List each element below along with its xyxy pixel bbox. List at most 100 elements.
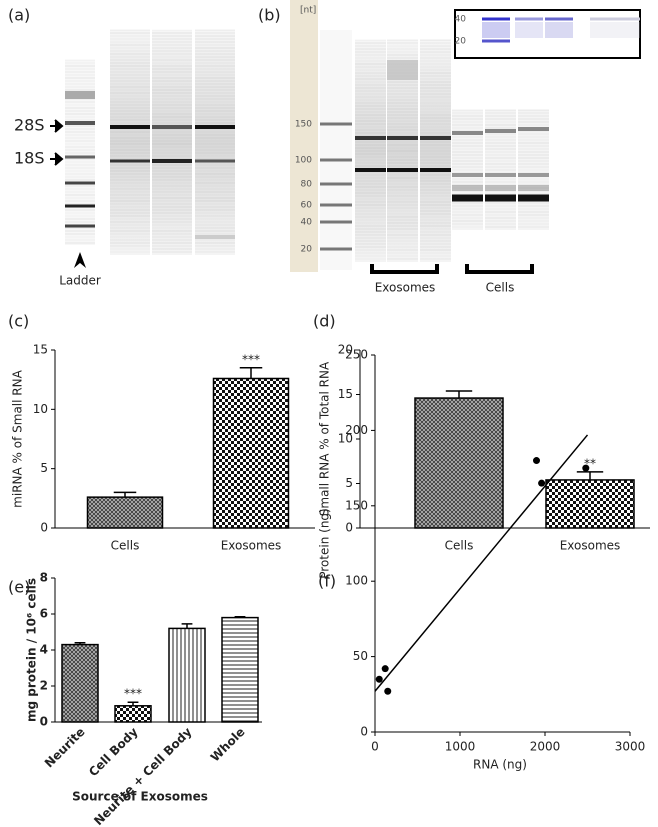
gel-band [152, 110, 192, 112]
gel-band [195, 80, 235, 82]
gel-band [420, 87, 451, 89]
gel-band [420, 69, 451, 71]
gel-band [195, 38, 235, 40]
gel-band [387, 45, 418, 47]
ladder-tick: 60 [301, 201, 313, 211]
gel-band [195, 146, 235, 148]
gel-band [452, 194, 483, 202]
gel-band [420, 117, 451, 119]
y-tick-label: 15 [33, 343, 48, 357]
gel-band [485, 220, 516, 222]
gel-band [195, 164, 235, 166]
gel-band [387, 177, 418, 179]
gel-band [152, 80, 192, 82]
gel-band [195, 191, 235, 193]
gel-band [355, 66, 386, 68]
gel-band [420, 81, 451, 83]
gel-band [355, 210, 386, 212]
gel-band [65, 242, 95, 244]
group-label: Cells [486, 281, 515, 295]
gel-band [195, 158, 235, 160]
gel-band [518, 115, 549, 117]
gel-band [420, 141, 451, 143]
gel-band [420, 165, 451, 167]
gel-band [355, 102, 386, 104]
gel-band [195, 86, 235, 88]
gel-band [195, 239, 235, 241]
gel-band [152, 83, 192, 85]
gel-band [420, 210, 451, 212]
y-tick-label: 15 [338, 387, 353, 401]
gel-band [195, 230, 235, 232]
point [582, 464, 590, 472]
gel-band [65, 179, 95, 181]
gel-band [387, 201, 418, 203]
y-axis-label: mg protein / 10⁶ cells [25, 578, 39, 722]
significance: *** [124, 687, 142, 701]
gel-band [387, 136, 418, 140]
gel-band [452, 163, 483, 165]
gel-band [387, 81, 418, 83]
gel-band [320, 182, 352, 186]
gel-band [320, 158, 352, 162]
gel-band [195, 41, 235, 43]
gel-band [152, 167, 192, 169]
gel-band [65, 230, 95, 232]
gel-band [355, 252, 386, 254]
gel-band [420, 216, 451, 218]
gel-band [387, 174, 418, 176]
gel-band [152, 203, 192, 205]
gel-band [355, 225, 386, 227]
gel-band [355, 183, 386, 185]
gel-band [387, 153, 418, 155]
bar [414, 397, 504, 529]
gel-band [152, 29, 192, 31]
point [533, 457, 540, 465]
gel-band [387, 240, 418, 242]
gel-band [152, 206, 192, 208]
gel-band [355, 228, 386, 230]
gel-band [152, 98, 192, 100]
gel-band [518, 151, 549, 153]
gel-band [590, 22, 640, 38]
gel-band [195, 98, 235, 100]
gel-band [452, 112, 483, 114]
gel-band [420, 228, 451, 230]
gel-band [387, 180, 418, 182]
gel-band [110, 101, 150, 103]
gel-band [420, 48, 451, 50]
gel-band [65, 170, 95, 172]
gel-band [387, 42, 418, 44]
gel-band [110, 209, 150, 211]
gel-band [152, 65, 192, 67]
gel-band [485, 112, 516, 114]
gel-band [355, 180, 386, 182]
gel-band [355, 246, 386, 248]
gel-band [355, 168, 386, 172]
gel-band [387, 186, 418, 188]
gel-band [387, 132, 418, 134]
x-tick-label: Neurite [42, 725, 88, 771]
gel-band [387, 108, 418, 110]
gel-band [195, 95, 235, 97]
gel-band [387, 48, 418, 50]
gel-band [355, 222, 386, 224]
gel-band [152, 152, 192, 154]
gel-band [355, 189, 386, 191]
x-tick-label: Whole [208, 725, 248, 765]
gel-band [152, 185, 192, 187]
gel-band [195, 209, 235, 211]
gel-band [65, 185, 95, 187]
gel-band [110, 131, 150, 133]
gel-band [110, 95, 150, 97]
gel-band [65, 143, 95, 145]
gel-band [152, 159, 192, 163]
gel-band [195, 152, 235, 154]
gel-band [195, 62, 235, 64]
gel-band [110, 236, 150, 238]
gel-band [355, 159, 386, 161]
gel-band [110, 74, 150, 76]
gel-band [195, 35, 235, 37]
gel-band [485, 202, 516, 204]
gel-band [387, 207, 418, 209]
